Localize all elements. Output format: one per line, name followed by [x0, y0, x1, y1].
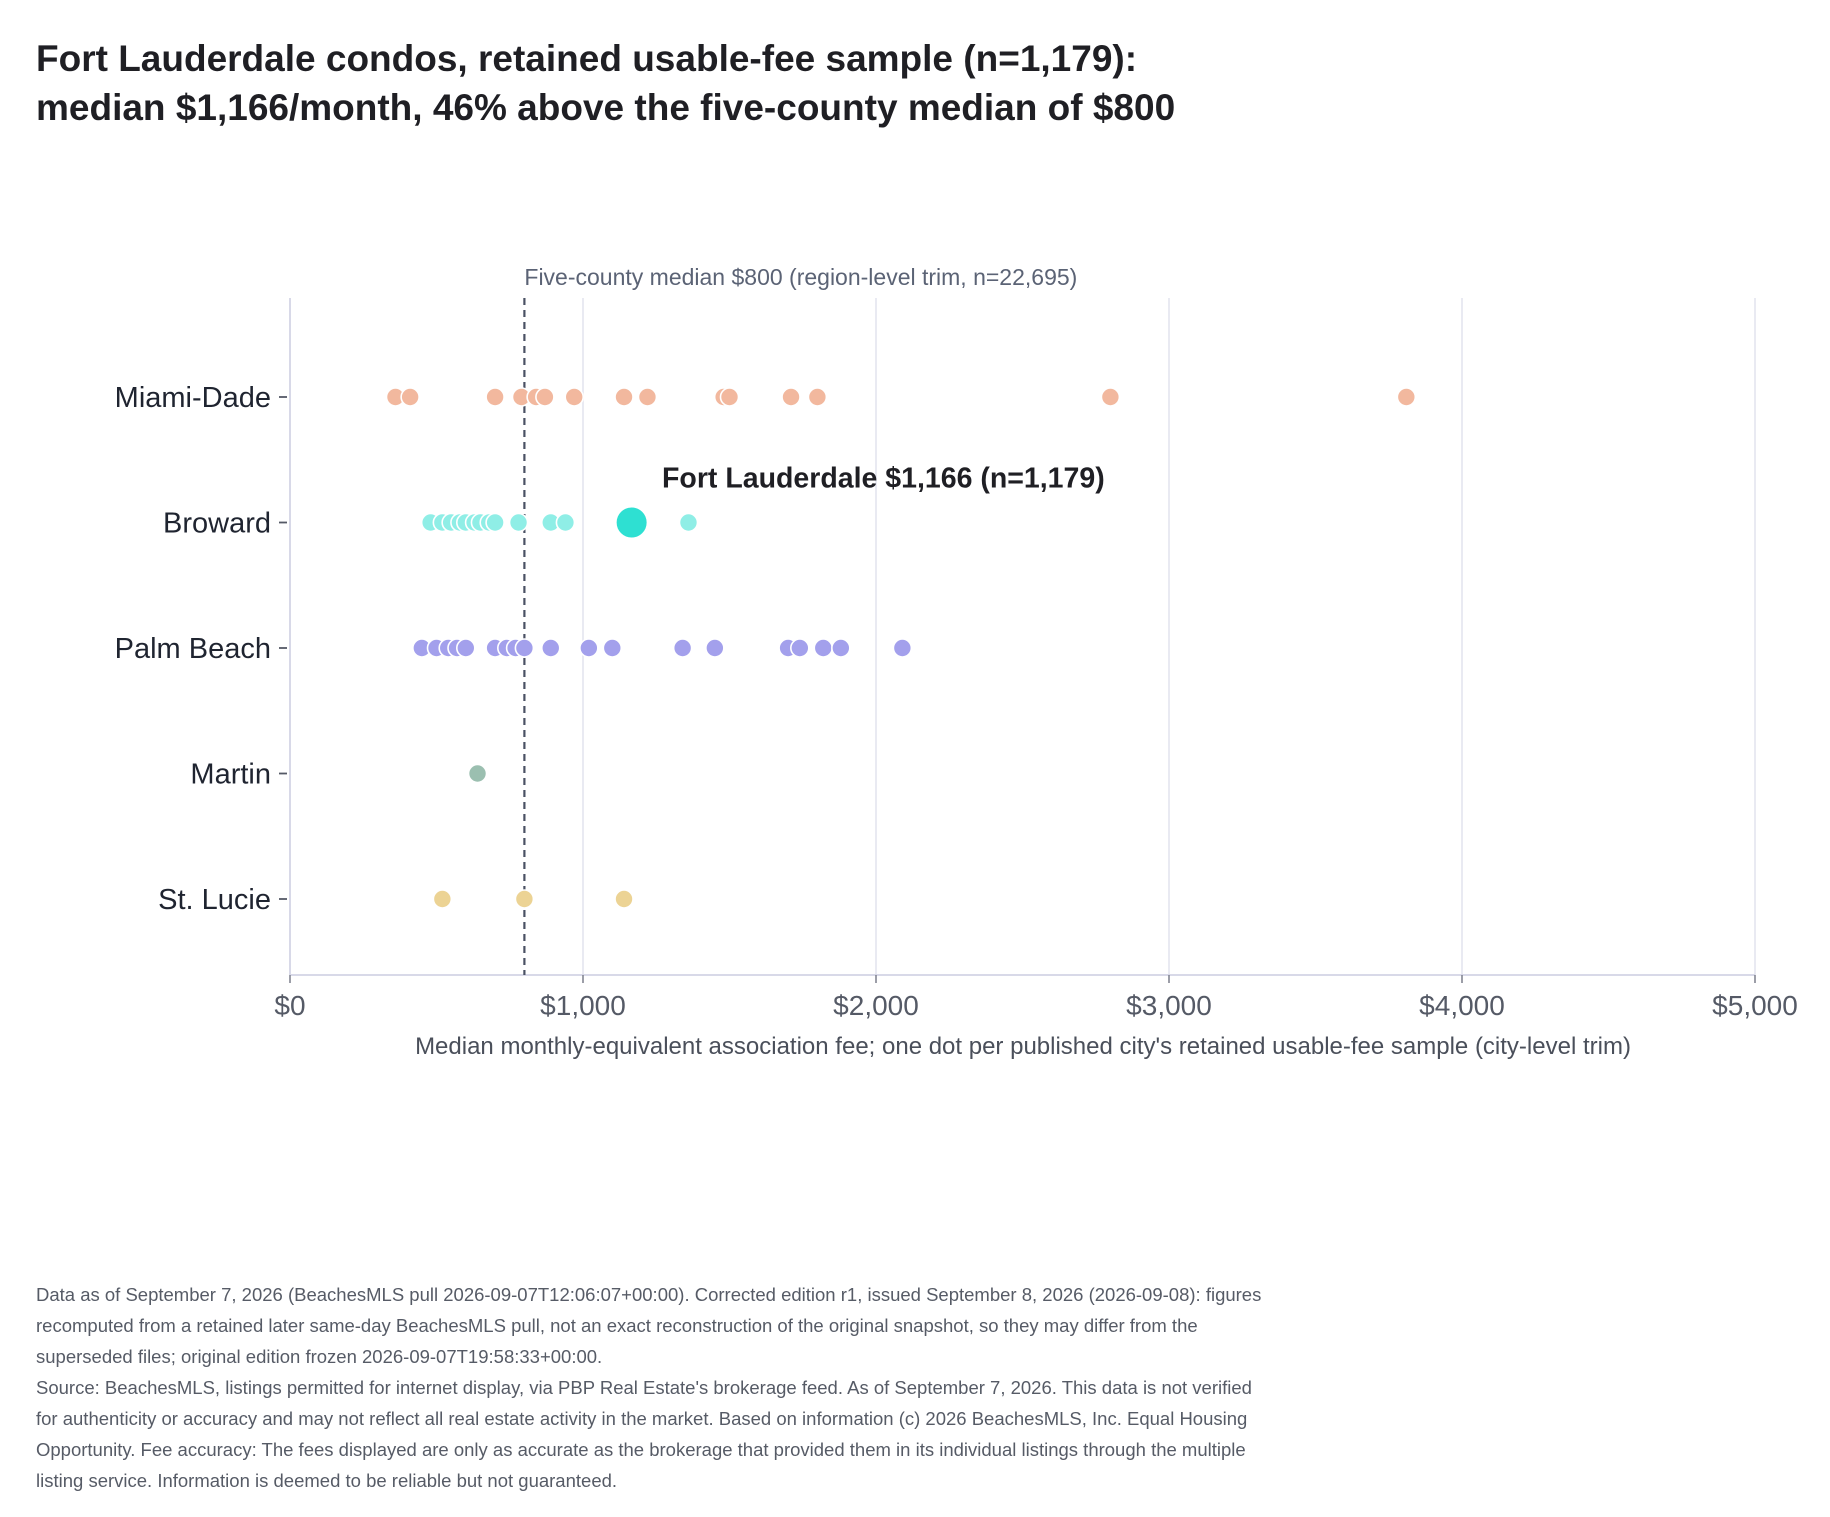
data-point [485, 387, 505, 407]
data-point [1100, 387, 1121, 407]
chart-title-line-2: median $1,166/month, 46% above the five-… [36, 87, 1176, 128]
footnote-line: for authenticity or accuracy and may not… [36, 1408, 1248, 1429]
data-point [614, 889, 634, 909]
footnote-line: superseded files; original edition froze… [36, 1346, 603, 1367]
y-tick-label: St. Lucie [158, 884, 271, 916]
x-tick-label: $5,000 [1712, 990, 1798, 1021]
x-tick-label: $2,000 [833, 990, 919, 1021]
data-point [813, 638, 834, 658]
highlight-point [614, 505, 649, 540]
y-tick-label: Miami-Dade [115, 382, 271, 414]
data-point [455, 638, 476, 658]
data-point [467, 763, 488, 784]
footnote-line: Data as of September 7, 2026 (BeachesMLS… [36, 1284, 1262, 1305]
data-point [892, 638, 913, 658]
data-point [781, 387, 801, 407]
y-tick-label: Broward [163, 508, 271, 540]
data-point [432, 889, 453, 909]
x-axis: $0 $1,000 $2,000 $3,000 $4,000 $5,000 [274, 974, 1798, 1021]
footnote-line: Source: BeachesMLS, listings permitted f… [36, 1377, 1252, 1398]
footnote-line: Opportunity. Fee accuracy: The fees disp… [36, 1439, 1246, 1460]
chart-title-line-1: Fort Lauderdale condos, retained usable-… [36, 38, 1138, 79]
data-point [514, 889, 535, 909]
data-point [485, 512, 505, 533]
data-point [602, 638, 623, 658]
data-point [705, 638, 725, 658]
reference-line: Five-county median $800 (region-level tr… [523, 264, 1077, 975]
data-point [807, 387, 828, 407]
data-point [535, 387, 555, 407]
x-axis-label: Median monthly-equivalent association fe… [415, 1033, 1631, 1060]
highlight: Fort Lauderdale $1,166 (n=1,179) [614, 463, 1105, 540]
x-tick-label: $3,000 [1126, 990, 1212, 1021]
data-point [514, 638, 535, 658]
data-point [400, 387, 420, 407]
data-point [637, 387, 658, 407]
data-point [672, 638, 693, 658]
y-tick-label: Martin [190, 759, 271, 791]
footnote: Data as of September 7, 2026 (BeachesMLS… [36, 1279, 1376, 1496]
data-point [790, 638, 810, 658]
data-point [719, 387, 740, 407]
y-tick-label: Palm Beach [115, 633, 271, 665]
data-point [555, 512, 576, 533]
highlight-label: Fort Lauderdale $1,166 (n=1,179) [662, 463, 1105, 495]
data-point [564, 387, 585, 407]
footnote-line: recomputed from a retained later same-da… [36, 1315, 1198, 1336]
gridlines [582, 298, 1756, 975]
median-reference-label: Five-county median $800 (region-level tr… [524, 264, 1077, 290]
footnote-line: listing service. Information is deemed t… [36, 1470, 618, 1491]
data-point [831, 638, 851, 658]
data-point [614, 387, 634, 407]
data-point [508, 512, 529, 533]
y-axis: Miami-Dade Broward Palm Beach Martin St. Luc… [115, 298, 291, 975]
data-point [540, 638, 561, 658]
x-tick-label: $4,000 [1419, 990, 1505, 1021]
data-point [678, 512, 699, 533]
data-points [385, 387, 1417, 909]
data-point [1396, 387, 1417, 407]
x-tick-label: $0 [274, 990, 305, 1021]
chart-title: Fort Lauderdale condos, retained usable-… [36, 34, 1536, 132]
x-tick-label: $1,000 [540, 990, 626, 1021]
data-point [579, 638, 599, 658]
